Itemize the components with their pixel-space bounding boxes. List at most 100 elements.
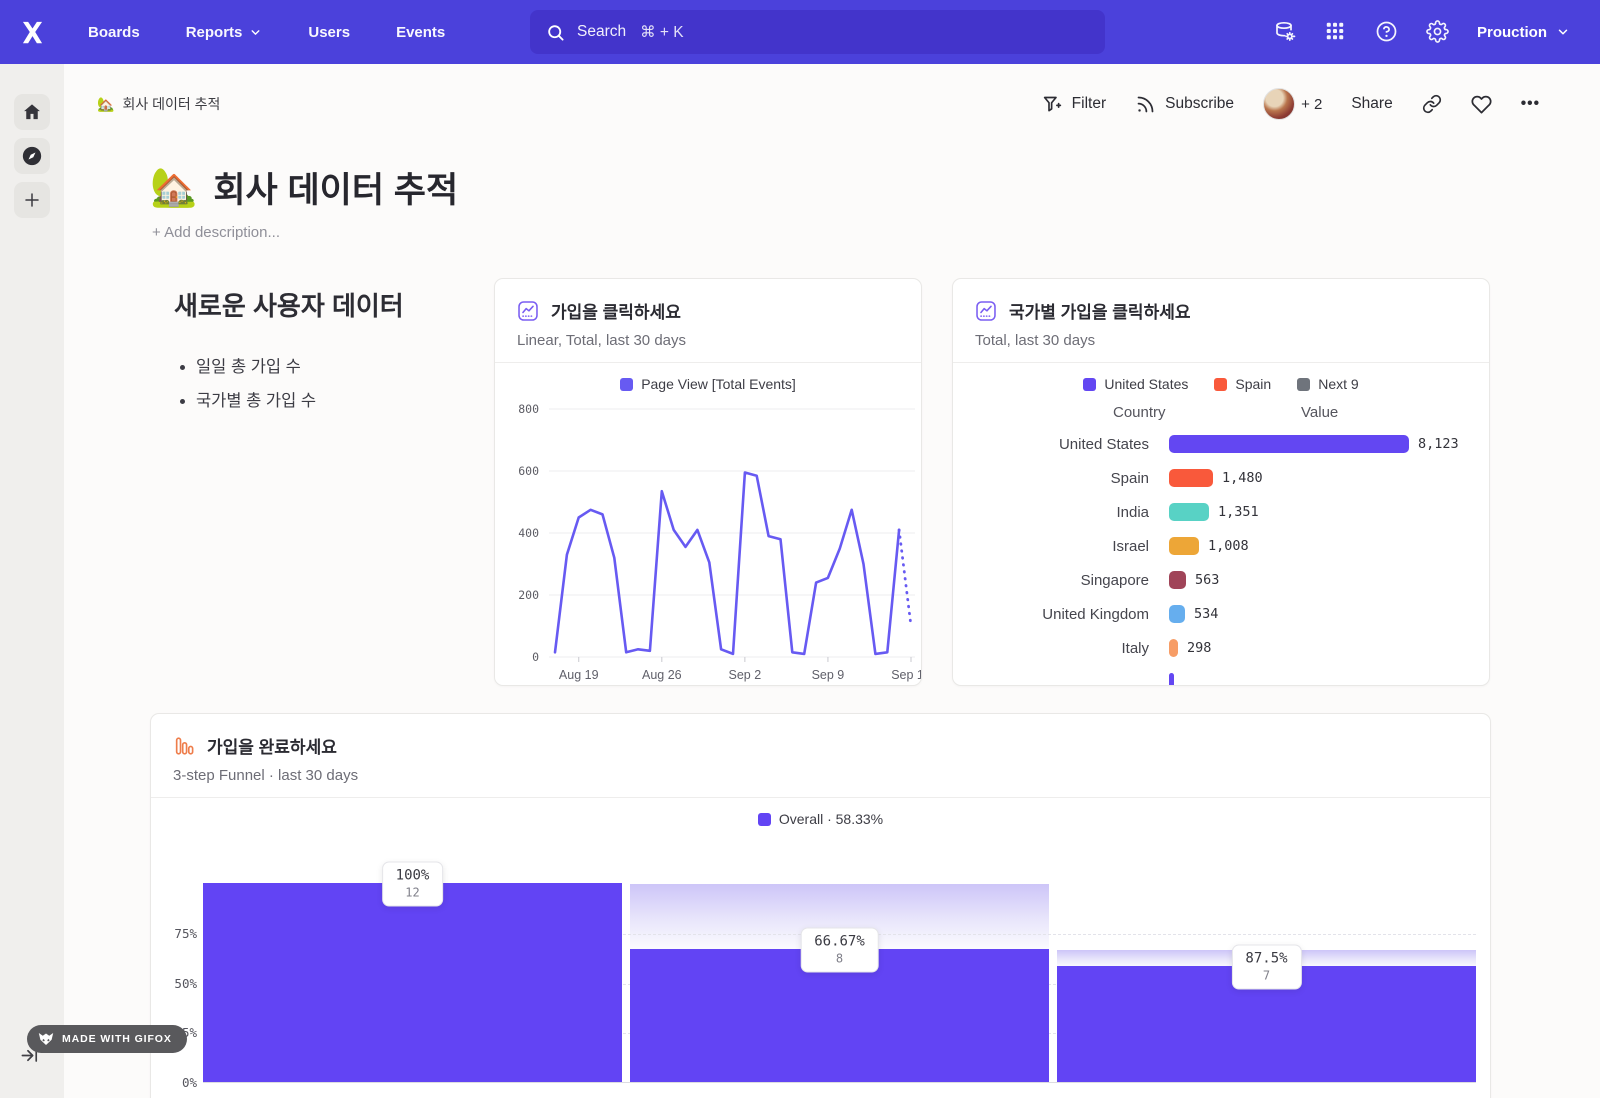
home-button[interactable]	[14, 94, 50, 130]
country-value: 563	[1195, 572, 1220, 588]
help-icon[interactable]	[1375, 20, 1399, 44]
nav-boards-label: Boards	[88, 23, 140, 41]
funnel-step[interactable]: 87.5% 7	[1057, 884, 1476, 1082]
legend-item: Spain	[1214, 376, 1271, 392]
chart-legend: United States Spain Next 9	[953, 363, 1489, 395]
search-input[interactable]: Search ⌘ + K	[530, 10, 1105, 54]
discover-button[interactable]	[14, 138, 50, 174]
search-shortcut: ⌘ + K	[640, 23, 684, 41]
svg-text:800: 800	[518, 402, 539, 416]
link-icon	[1422, 94, 1441, 114]
country-row[interactable]: Italy 298	[953, 631, 1489, 665]
nav-events[interactable]: Events	[396, 24, 445, 41]
country-bar[interactable]	[1169, 537, 1199, 555]
text-widget-bullet: 일일 총 가입 수	[196, 353, 504, 377]
line-chart-card[interactable]: 가입을 클릭하세요 Linear, Total, last 30 days Pa…	[494, 278, 922, 686]
legend-label: Page View [Total Events]	[641, 376, 796, 392]
ellipsis-icon: •••	[1520, 95, 1540, 112]
funnel-step-label: 66.67% 8	[800, 927, 879, 973]
card-title: 가입을 완료하세요	[207, 738, 337, 757]
apps-grid-icon[interactable]	[1324, 20, 1348, 44]
country-row[interactable]: India 1,351	[953, 495, 1489, 529]
legend-swatch	[620, 377, 634, 391]
svg-text:600: 600	[518, 464, 539, 478]
plus-icon	[25, 193, 39, 207]
funnel-conversion-pct: 87.5%	[1245, 950, 1288, 967]
country-bar[interactable]	[1169, 435, 1409, 453]
project-switcher[interactable]: Prouction	[1477, 24, 1570, 41]
text-widget: 새로운 사용자 데이터 일일 총 가입 수 국가별 총 가입 수	[174, 286, 504, 421]
project-name: Prouction	[1477, 23, 1547, 41]
copy-link-button[interactable]	[1422, 94, 1442, 114]
country-value: 1,008	[1208, 538, 1249, 554]
legend-label: Overall · 58.33%	[778, 811, 884, 827]
svg-text:0: 0	[532, 650, 539, 664]
settings-gear-icon[interactable]	[1426, 20, 1450, 44]
funnel-step[interactable]: 66.67% 8	[630, 884, 1049, 1082]
funnel-step[interactable]: 100% 12	[203, 861, 622, 1082]
legend-item: Overall · 58.33%	[757, 811, 884, 827]
nav-users-label: Users	[308, 23, 351, 41]
country-row[interactable]: United States 8,123	[953, 427, 1489, 461]
mixpanel-logo-icon[interactable]	[0, 19, 64, 46]
country-label: India	[1116, 503, 1149, 521]
card-subtitle: Total, last 30 days	[975, 332, 1096, 349]
country-bar[interactable]	[1169, 503, 1209, 521]
legend-label: Next 9	[1318, 376, 1359, 392]
gifox-badge[interactable]: MADE WITH GIFOX	[27, 1025, 187, 1053]
legend-item: Next 9	[1297, 376, 1359, 392]
board-actions: Filter Subscribe + 2 Share •••	[1042, 88, 1540, 120]
country-row[interactable]: Spain 1,480	[953, 461, 1489, 495]
breadcrumb[interactable]: 🏡 회사 데이터 추적	[97, 94, 220, 114]
country-value: 8,123	[1418, 436, 1459, 452]
chevron-down-icon	[1558, 29, 1568, 35]
country-bar[interactable]	[1169, 469, 1213, 487]
nav-reports[interactable]: Reports	[186, 24, 263, 41]
chevron-down-icon	[251, 29, 260, 35]
country-row[interactable]: Singapore 563	[953, 563, 1489, 597]
filter-button[interactable]: Filter	[1042, 94, 1106, 115]
country-bar[interactable]	[1169, 571, 1186, 589]
country-label: Spain	[1110, 469, 1149, 487]
board-emoji-icon: 🏡	[150, 166, 198, 209]
filter-label: Filter	[1071, 95, 1107, 112]
nav-users[interactable]: Users	[308, 24, 350, 41]
share-button[interactable]: Share	[1351, 95, 1392, 113]
add-description-button[interactable]: + Add description...	[152, 224, 280, 241]
collaborators[interactable]: + 2	[1263, 88, 1322, 120]
favorite-button[interactable]	[1471, 94, 1492, 115]
country-bar[interactable]	[1169, 673, 1174, 685]
breadcrumb-label: 회사 데이터 추적	[122, 96, 221, 112]
share-label: Share	[1351, 95, 1393, 112]
funnel-count: 7	[1262, 968, 1271, 983]
board-content: 🏡 회사 데이터 추적 Filter Subscribe + 2 Share •…	[64, 64, 1600, 1098]
column-header-value: Value	[1301, 404, 1339, 421]
legend-swatch	[757, 812, 771, 826]
chart-legend: Page View [Total Events]	[495, 363, 921, 395]
rss-icon	[1137, 96, 1154, 112]
country-value: 298	[1187, 640, 1212, 656]
subscribe-button[interactable]: Subscribe	[1135, 94, 1234, 115]
funnel-chart-card[interactable]: 가입을 완료하세요 3-step Funnel · last 30 days O…	[150, 713, 1491, 1098]
country-row[interactable]: Israel 1,008	[953, 529, 1489, 563]
board-emoji-icon: 🏡	[97, 95, 115, 112]
main-nav: Boards Reports Users Events	[88, 24, 445, 41]
country-bar-list: United States 8,123 Spain 1,480 India 1,351 Is…	[953, 427, 1489, 685]
country-bar[interactable]	[1169, 605, 1185, 623]
line-chart: 0 200 400 600 800 Aug 19 Aug 26 Sep 2 Sep 9 Sep 1…	[518, 402, 921, 682]
country-bar-card[interactable]: 국가별 가입을 클릭하세요 Total, last 30 days United…	[952, 278, 1490, 686]
nav-boards[interactable]: Boards	[88, 24, 140, 41]
country-label: United Kingdom	[1042, 605, 1149, 623]
country-row[interactable]: United Kingdom 534	[953, 597, 1489, 631]
more-menu-button[interactable]: •••	[1521, 95, 1540, 113]
collaborators-more-count: + 2	[1301, 95, 1323, 113]
country-bar[interactable]	[1169, 639, 1178, 657]
top-nav: Boards Reports Users Events Search ⌘ + K…	[0, 0, 1600, 64]
country-row-clipped[interactable]	[953, 665, 1489, 685]
legend-label: United States	[1104, 376, 1189, 392]
data-management-icon[interactable]	[1273, 20, 1297, 44]
add-board-button[interactable]	[14, 182, 50, 218]
chart-legend: Overall · 58.33%	[151, 798, 1490, 830]
funnel-bar[interactable]	[203, 883, 622, 1082]
country-label: Italy	[1121, 639, 1149, 657]
